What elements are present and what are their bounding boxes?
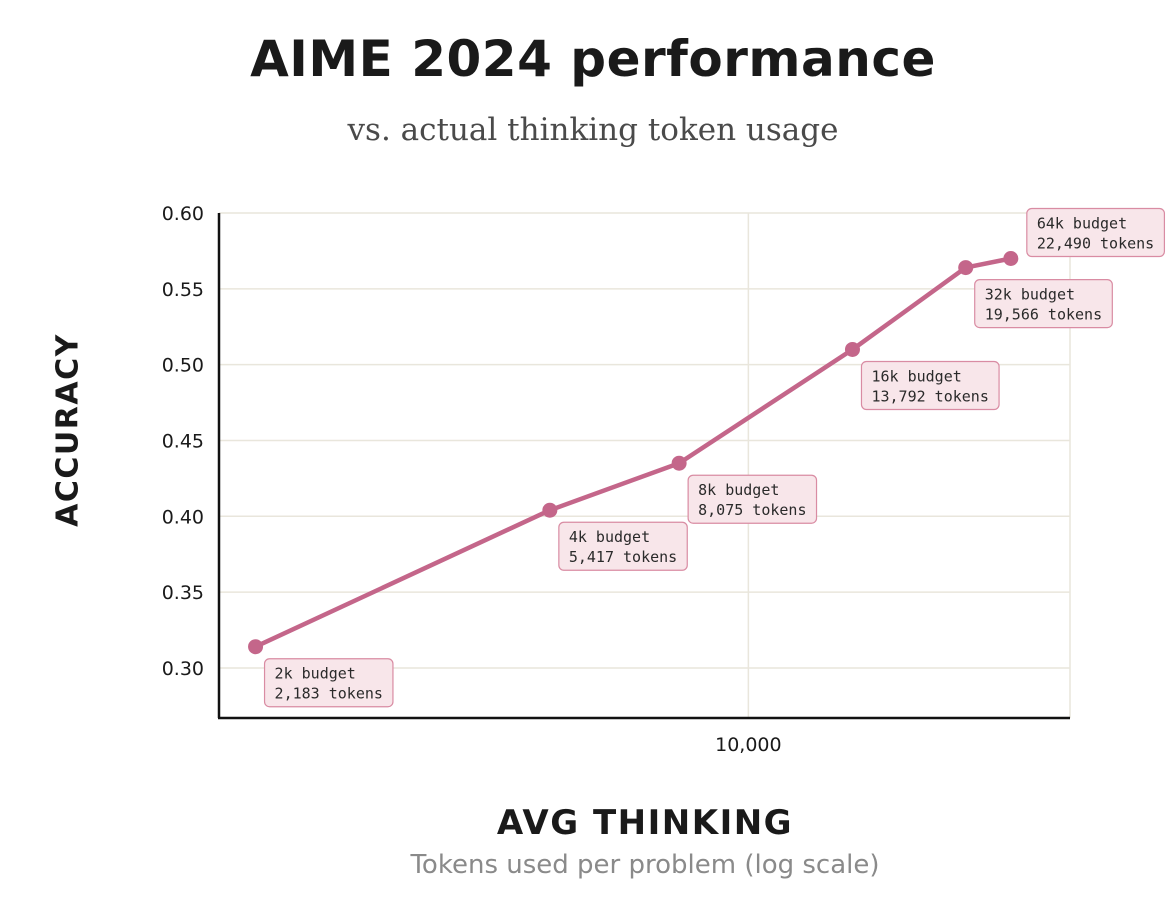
point-labels: 2k budget 2,183 tokens 4k budget 5,417 toke… <box>263 207 1166 708</box>
series-line-path <box>253 256 1014 649</box>
point-label-tokens: 5,417 tokens <box>569 548 677 566</box>
point-label-box <box>1026 207 1166 258</box>
axes <box>217 213 1070 720</box>
data-point <box>958 260 974 276</box>
y-tick-label: 0.50 <box>162 355 204 377</box>
data-point <box>671 455 687 471</box>
point-label: 8k budget 8,075 tokens <box>687 474 818 524</box>
point-label: 64k budget 22,490 tokens <box>1026 207 1166 258</box>
point-label-box <box>974 278 1113 329</box>
point-label-tokens: 2,183 tokens <box>275 685 383 703</box>
point-label: 32k budget 19,566 tokens <box>974 278 1113 329</box>
point-label-budget: 64k budget <box>1037 214 1127 232</box>
point-label-tokens: 13,792 tokens <box>871 387 988 405</box>
point-label-tokens: 19,566 tokens <box>985 306 1102 324</box>
point-label: 16k budget 13,792 tokens <box>860 360 1000 411</box>
point-label-budget: 32k budget <box>985 286 1075 304</box>
point-label-tokens: 22,490 tokens <box>1037 234 1154 252</box>
x-axis-label: AVG THINKING <box>496 803 794 843</box>
series-line <box>253 256 1014 649</box>
data-point <box>542 502 558 518</box>
point-label-budget: 4k budget <box>569 528 650 546</box>
point-label-budget: 16k budget <box>871 367 961 385</box>
y-tick-label: 0.35 <box>162 582 204 604</box>
grid-lines <box>219 212 1071 718</box>
point-label-box <box>687 474 818 524</box>
y-tick-label: 0.40 <box>162 506 204 528</box>
x-tick-label: 10,000 <box>715 734 781 756</box>
y-tick-label: 0.45 <box>162 430 204 452</box>
y-tick-label: 0.60 <box>162 203 204 225</box>
data-points <box>248 250 1019 655</box>
point-label-tokens: 8,075 tokens <box>698 501 806 519</box>
data-point <box>844 341 860 357</box>
point-label-box <box>558 521 688 571</box>
y-tick-label: 0.55 <box>162 279 204 301</box>
point-label: 2k budget 2,183 tokens <box>263 658 394 708</box>
x-axis-sublabel: Tokens used per problem (log scale) <box>410 850 880 880</box>
point-label-box <box>263 658 394 708</box>
chart-title: AIME 2024 performance <box>250 30 936 88</box>
data-point <box>248 639 264 655</box>
tick-labels: 0.60 0.55 0.50 0.45 0.40 0.35 0.30 10,000 <box>162 203 782 756</box>
point-label-budget: 2k budget <box>275 665 356 683</box>
point-label: 4k budget 5,417 tokens <box>558 521 688 571</box>
chart-subtitle: vs. actual thinking token usage <box>347 112 839 148</box>
point-label-budget: 8k budget <box>698 481 779 499</box>
point-label-box <box>860 360 1000 411</box>
y-tick-label: 0.30 <box>162 658 204 680</box>
data-point <box>1003 250 1019 266</box>
